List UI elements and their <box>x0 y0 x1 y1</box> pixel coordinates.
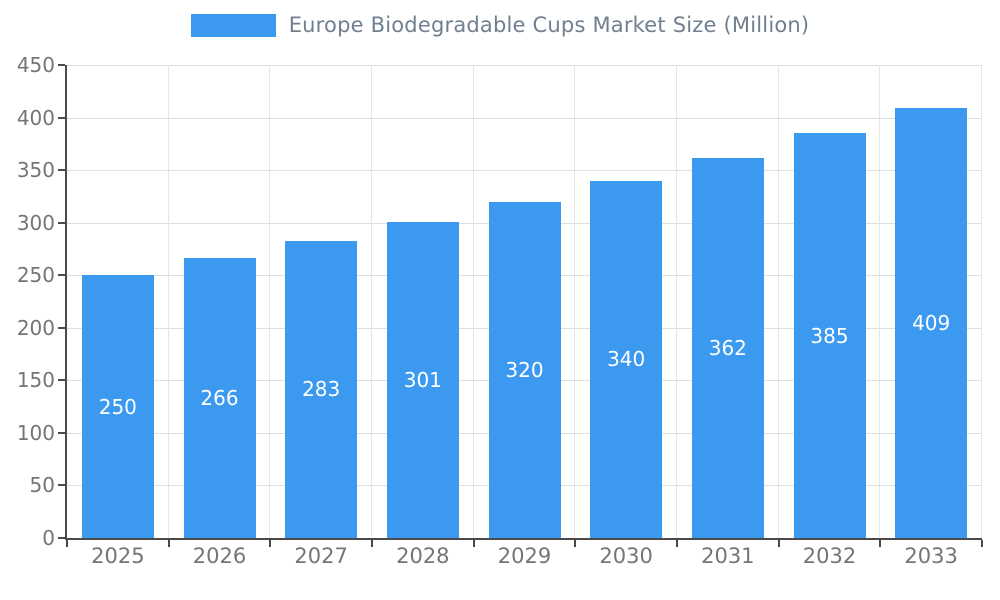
y-axis-tick <box>58 379 65 382</box>
bar-value-label: 362 <box>708 335 747 360</box>
bar-value-label: 385 <box>810 323 849 348</box>
x-gridline <box>574 65 576 538</box>
y-gridline <box>67 117 982 119</box>
y-tick-label: 400 <box>16 105 55 130</box>
x-tick-label: 2027 <box>294 544 348 568</box>
y-axis-tick <box>58 484 65 487</box>
x-gridline <box>879 65 881 538</box>
y-tick-label: 50 <box>29 473 55 498</box>
x-axis-tick <box>66 540 68 547</box>
x-tick-label: 2025 <box>91 544 145 568</box>
bar: 340 <box>590 180 663 538</box>
x-axis-tick <box>981 540 983 547</box>
bar-value-label: 301 <box>403 367 442 392</box>
y-axis-tick <box>58 431 65 434</box>
bar: 266 <box>183 258 256 538</box>
x-axis-tick <box>269 540 272 547</box>
y-axis-tick <box>58 537 65 539</box>
x-axis-tick <box>167 540 170 547</box>
bar-value-label: 266 <box>200 386 239 411</box>
x-axis-tick <box>574 540 577 547</box>
y-axis-tick <box>58 64 65 66</box>
legend-swatch <box>190 13 276 37</box>
y-tick-label: 150 <box>16 368 55 393</box>
x-axis-tick <box>472 540 475 547</box>
x-gridline <box>167 65 169 538</box>
y-tick-label: 250 <box>16 263 55 288</box>
x-tick-label: 2026 <box>192 544 247 568</box>
legend: Europe Biodegradable Cups Market Size (M… <box>0 13 1000 37</box>
y-axis-tick <box>58 221 65 224</box>
x-tick-label: 2033 <box>904 544 958 568</box>
x-gridline <box>371 65 372 538</box>
x-gridline <box>981 65 982 538</box>
bar: 409 <box>895 108 968 538</box>
y-tick-label: 450 <box>16 53 55 77</box>
bar: 283 <box>285 240 358 538</box>
y-tick-label: 300 <box>16 210 55 235</box>
x-tick-label: 2032 <box>802 544 857 568</box>
bar-value-label: 320 <box>505 357 544 382</box>
y-gridline <box>67 170 982 172</box>
y-axis-tick <box>58 326 65 329</box>
bar-value-label: 250 <box>98 394 137 419</box>
chart-title: Europe Biodegradable Cups Market Size (M… <box>288 13 810 37</box>
x-tick-label: 2030 <box>599 544 653 568</box>
bar: 385 <box>793 133 866 538</box>
bar: 250 <box>81 275 154 538</box>
x-gridline <box>676 65 677 538</box>
y-axis-tick <box>58 169 65 172</box>
bar: 301 <box>386 221 459 538</box>
x-axis-tick <box>879 540 882 547</box>
x-tick-label: 2029 <box>497 544 552 568</box>
y-tick-label: 200 <box>16 315 55 340</box>
y-axis-tick <box>58 274 65 277</box>
bar-value-label: 340 <box>607 347 646 372</box>
plot-area: 0 50 100 150 200 250 300 350 400 450 250 2025 266 202… <box>17 55 983 568</box>
x-gridline <box>472 65 474 538</box>
x-axis-tick <box>371 540 373 547</box>
x-axis-tick <box>676 540 678 547</box>
x-axis-tick <box>777 540 780 547</box>
x-gridline <box>269 65 271 538</box>
bar-value-label: 409 <box>912 311 951 336</box>
x-gridline <box>777 65 779 538</box>
bar-value-label: 283 <box>302 377 341 402</box>
bar: 362 <box>691 157 764 538</box>
y-tick-label: 0 <box>42 526 55 550</box>
x-tick-label: 2028 <box>396 544 450 568</box>
bar: 320 <box>488 201 561 538</box>
y-tick-label: 350 <box>16 158 55 183</box>
y-tick-label: 100 <box>16 420 55 445</box>
y-axis-tick <box>58 116 65 119</box>
x-tick-label: 2031 <box>701 544 755 568</box>
y-gridline <box>67 65 982 66</box>
